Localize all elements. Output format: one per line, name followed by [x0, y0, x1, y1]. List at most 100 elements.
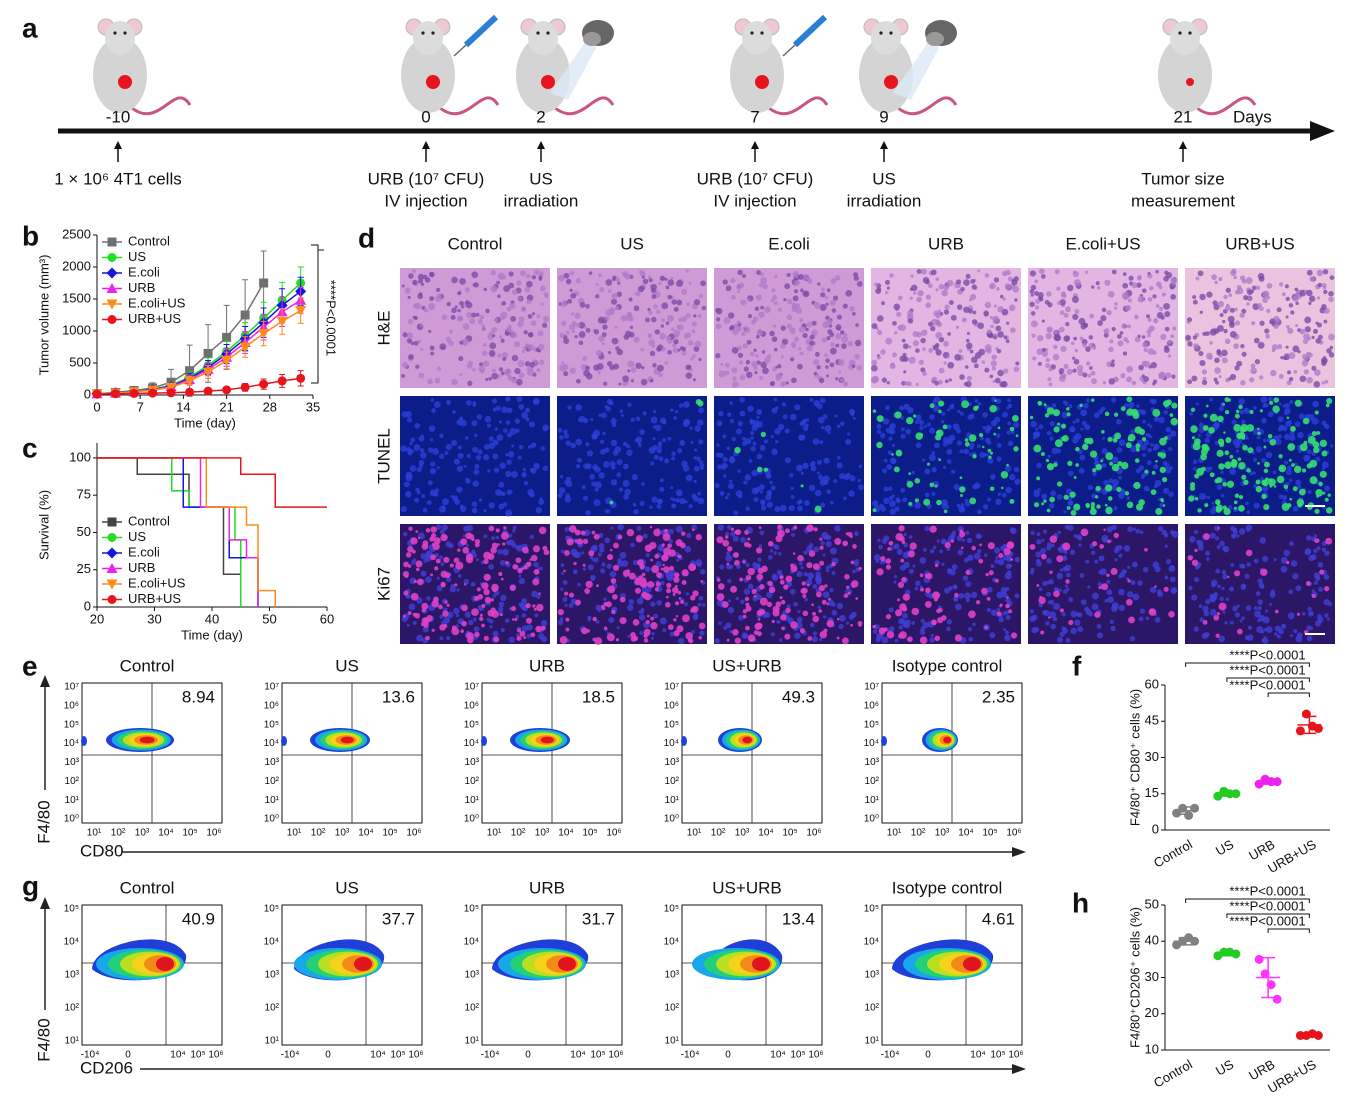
nucleus: [533, 562, 539, 568]
nucleus: [639, 429, 645, 435]
proliferating-cell: [405, 552, 412, 558]
nucleus: [920, 337, 926, 344]
proliferating-cell: [634, 587, 642, 594]
nucleus: [574, 334, 578, 339]
timeline-marker-head: [880, 141, 888, 149]
nucleus: [910, 274, 914, 278]
nucleus: [1265, 333, 1271, 339]
nucleus: [1255, 446, 1263, 453]
nucleus: [993, 547, 1001, 554]
nucleus: [1252, 370, 1256, 374]
proliferating-cell: [808, 550, 816, 557]
apoptotic-cell: [1113, 412, 1119, 417]
nucleus: [578, 331, 586, 339]
y-tick-label: 25: [77, 561, 91, 576]
y-tick-label: 10²: [865, 776, 880, 787]
gate-percentage: 31.7: [582, 909, 615, 928]
nucleus: [598, 542, 605, 549]
nucleus: [1218, 375, 1222, 379]
proliferating-cell: [438, 604, 443, 610]
proliferating-cell: [576, 538, 583, 545]
proliferating-cell: [1274, 609, 1279, 614]
proliferating-cell: [806, 524, 814, 532]
syringe: [463, 14, 499, 48]
nucleus: [671, 299, 677, 305]
nucleus: [889, 273, 894, 278]
nucleus: [918, 359, 924, 365]
nucleus: [1286, 380, 1292, 386]
nucleus: [1218, 277, 1223, 282]
nucleus: [987, 457, 994, 464]
nucleus: [464, 300, 470, 305]
nucleus: [1045, 357, 1050, 363]
nucleus: [823, 457, 830, 464]
nucleus: [529, 534, 534, 539]
plot-title: URB: [529, 656, 565, 675]
apoptotic-cell: [1135, 443, 1141, 449]
proliferating-cell: [510, 606, 517, 612]
proliferating-cell: [1091, 541, 1098, 547]
apoptotic-cell: [1190, 407, 1196, 412]
apoptotic-cell: [960, 494, 963, 498]
data-point: [129, 388, 139, 398]
proliferating-cell: [747, 634, 756, 643]
nucleus: [1313, 381, 1321, 388]
nucleus: [908, 356, 916, 364]
apoptotic-cell: [929, 482, 935, 488]
nucleus: [915, 348, 920, 353]
y-tick-label: 10⁴: [264, 738, 279, 749]
nucleus: [430, 398, 435, 402]
nucleus: [606, 563, 612, 569]
nucleus: [995, 398, 1002, 405]
apoptotic-cell: [908, 501, 913, 506]
nucleus: [428, 329, 432, 333]
nucleus: [941, 411, 946, 416]
nucleus: [985, 453, 989, 457]
ultrasound-face: [926, 32, 944, 46]
nucleus: [774, 274, 778, 279]
proliferating-cell: [753, 594, 757, 598]
nucleus: [1284, 284, 1289, 289]
x-tick-label: 50: [262, 611, 276, 626]
apoptotic-cell: [1043, 499, 1047, 503]
nucleus: [561, 320, 567, 327]
nucleus: [1224, 621, 1228, 625]
apoptotic-cell: [1216, 449, 1224, 457]
apoptotic-cell: [1104, 411, 1110, 417]
nucleus: [1046, 545, 1052, 551]
proliferating-cell: [635, 535, 644, 543]
proliferating-cell: [563, 550, 570, 556]
nucleus: [992, 315, 1000, 323]
apoptotic-cell: [1255, 479, 1261, 485]
nucleus: [813, 301, 819, 307]
nucleus: [977, 534, 982, 539]
apoptotic-cell: [914, 478, 921, 484]
timeline-note: US: [529, 169, 553, 188]
nucleus: [578, 340, 584, 346]
nucleus: [786, 272, 791, 278]
nucleus: [1036, 348, 1044, 355]
proliferating-cell: [444, 535, 447, 539]
nucleus: [725, 622, 732, 629]
nucleus: [511, 543, 517, 548]
proliferating-cell: [410, 537, 418, 545]
nucleus: [675, 489, 683, 497]
proliferating-cell: [423, 622, 429, 629]
nucleus: [682, 420, 690, 428]
nucleus: [992, 379, 996, 383]
nucleus: [747, 298, 751, 302]
nucleus: [893, 303, 901, 311]
nucleus: [1197, 544, 1204, 551]
apoptotic-cell: [1075, 446, 1080, 452]
nucleus: [542, 465, 548, 472]
nucleus: [1130, 445, 1137, 453]
nucleus: [618, 382, 622, 386]
proliferating-cell: [730, 585, 738, 593]
nucleus: [740, 536, 746, 543]
nucleus: [464, 435, 469, 440]
nucleus: [1074, 348, 1079, 353]
proliferating-cell: [1191, 559, 1199, 566]
nucleus: [1101, 448, 1108, 455]
nucleus: [605, 406, 611, 412]
x-tick-label: 10³: [135, 828, 150, 839]
